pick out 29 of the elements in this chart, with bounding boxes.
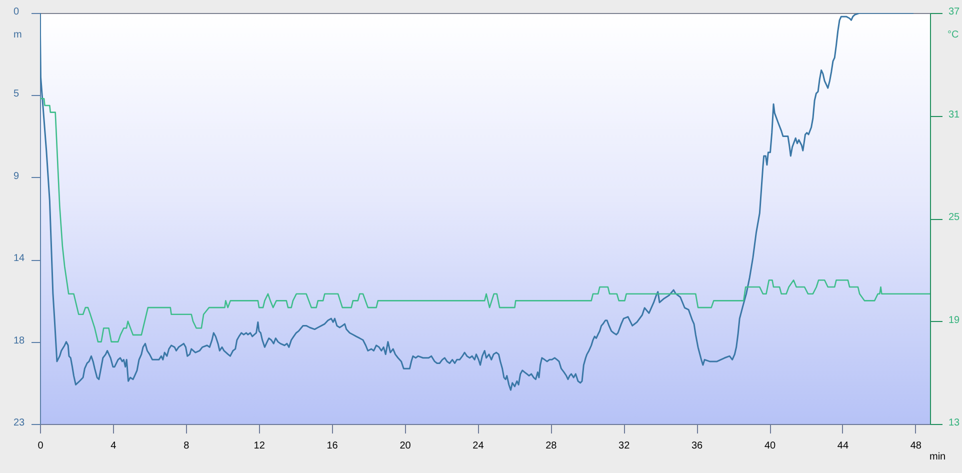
x-tick-label: 12: [254, 440, 266, 452]
y-axis-title: m: [14, 30, 22, 40]
y-tick-label: 9: [14, 170, 20, 182]
x-tick-label: 20: [400, 440, 412, 452]
y2-tick-label: 13: [948, 418, 960, 428]
y-tick-label: 18: [14, 335, 26, 346]
x-tick-label: 24: [472, 440, 484, 452]
y2-tick-label: 31: [948, 109, 960, 120]
x-tick-label: 8: [184, 440, 190, 452]
y2-tick-label: 19: [948, 314, 960, 326]
x-tick-label: 28: [546, 440, 558, 452]
y-tick-label: 0: [14, 6, 20, 18]
line-series: [40, 98, 930, 342]
x-tick-label: 40: [764, 440, 776, 452]
x-tick-label: 4: [110, 440, 117, 452]
y2-tick-label: 25: [948, 212, 960, 223]
x-axis-title: min: [930, 452, 946, 462]
y2-axis-title: °C: [948, 30, 959, 40]
y-tick-label: 23: [14, 418, 26, 428]
x-tick-label: 32: [618, 440, 630, 452]
x-tick-label: 16: [326, 440, 338, 452]
x-tick-label: 0: [38, 440, 44, 452]
line-series: [40, 13, 914, 391]
x-tick-label: 36: [691, 440, 704, 452]
x-tick-label: 44: [837, 440, 849, 452]
y-tick-label: 5: [14, 88, 20, 100]
x-tick-label: 48: [910, 440, 922, 452]
y2-tick-label: 37: [948, 6, 960, 18]
y-tick-label: 14: [14, 253, 26, 264]
